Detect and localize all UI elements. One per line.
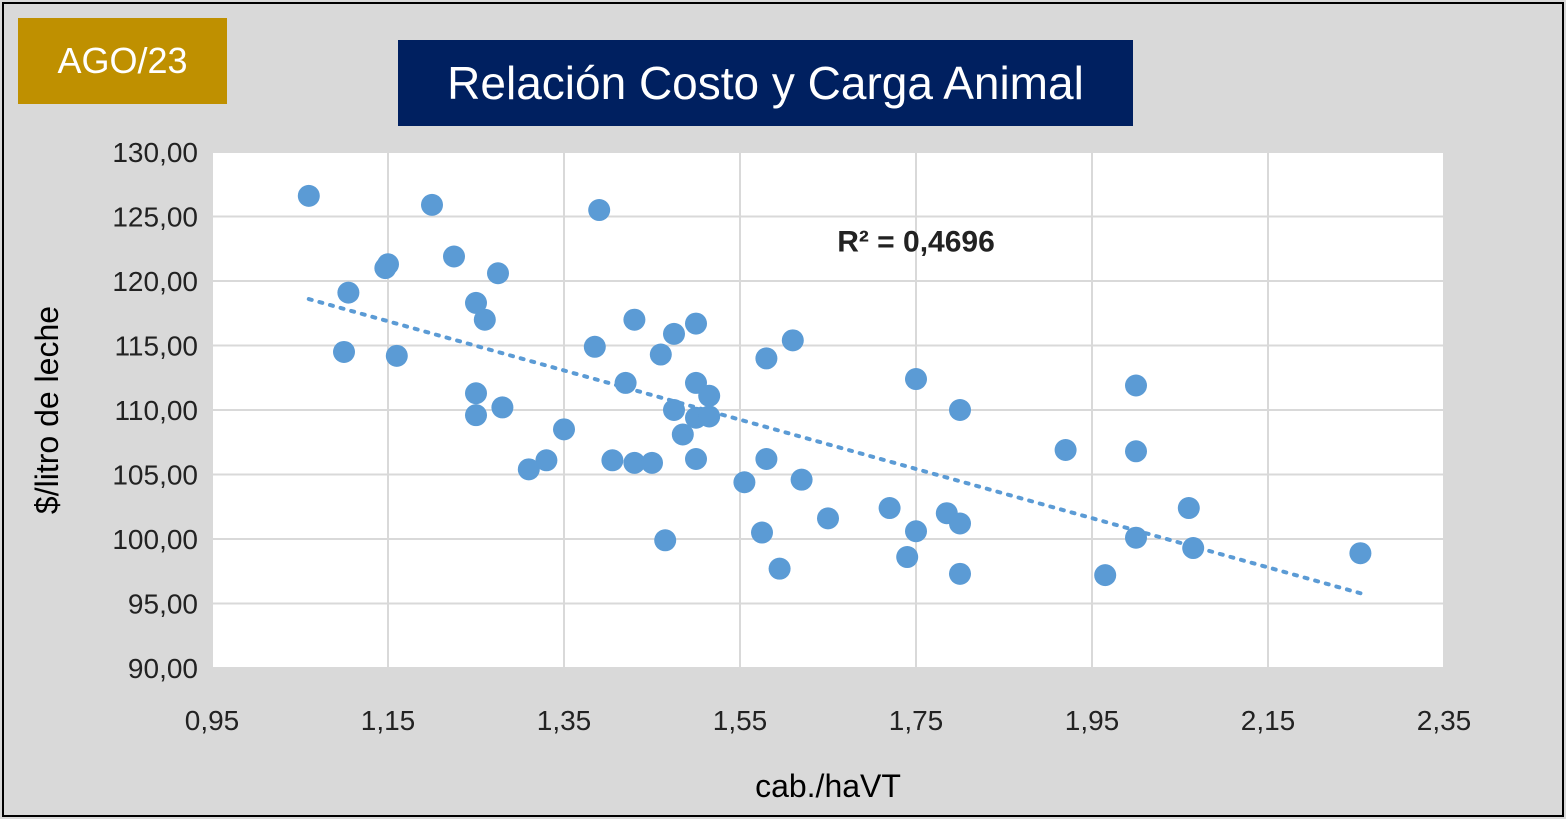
data-point (755, 448, 778, 471)
data-point (685, 448, 707, 471)
gridlines (211, 151, 1445, 669)
data-point (553, 418, 575, 441)
data-point (654, 529, 677, 552)
data-point (905, 368, 927, 391)
data-point (588, 199, 611, 222)
data-point (337, 281, 360, 304)
data-point (517, 458, 540, 481)
data-point (601, 449, 624, 472)
x-tick-label: 0,95 (185, 705, 240, 736)
data-point (465, 291, 487, 314)
data-point (623, 308, 646, 331)
data-point (535, 449, 558, 472)
data-point (649, 343, 672, 366)
data-point (1125, 440, 1147, 463)
data-point (896, 546, 919, 569)
period-badge-label: AGO/23 (57, 40, 188, 81)
x-tick-label: 1,35 (537, 705, 592, 736)
data-point (473, 308, 496, 331)
data-point (614, 371, 637, 394)
data-point (421, 193, 443, 216)
chart-title: Relación Costo y Carga Animal (447, 57, 1084, 109)
data-point (685, 312, 707, 335)
r-squared-label: R² = 0,4696 (837, 225, 995, 258)
data-point (487, 262, 509, 285)
data-point (333, 340, 355, 363)
y-tick-label: 105,00 (112, 460, 198, 491)
data-point (949, 399, 971, 421)
data-point (698, 384, 721, 407)
data-point (491, 396, 514, 419)
y-tick-label: 125,00 (112, 202, 198, 233)
data-point (297, 184, 320, 207)
x-tick-label: 2,15 (1241, 705, 1296, 736)
data-point (1349, 542, 1372, 565)
data-point (1182, 537, 1205, 560)
data-point (443, 245, 465, 268)
data-point (905, 520, 927, 543)
x-tick-label: 1,75 (889, 705, 944, 736)
x-axis-ticks: 0,95 1,15 1,35 1,55 1,75 1,95 2,15 2,35 (185, 705, 1472, 736)
data-point (790, 468, 813, 491)
data-point (663, 322, 685, 345)
data-point (374, 257, 397, 280)
data-point (671, 423, 694, 446)
y-tick-label: 110,00 (114, 395, 198, 426)
data-point (949, 562, 971, 585)
data-point (751, 521, 773, 544)
y-tick-label: 130,00 (112, 137, 198, 168)
x-axis-title: cab./haVT (755, 768, 901, 804)
y-tick-label: 115,00 (114, 331, 198, 362)
data-point (878, 497, 901, 520)
y-axis-ticks: 90,00 95,00 100,00 105,00 110,00 115,00 120,00… (112, 137, 198, 684)
data-point (949, 512, 971, 535)
x-tick-label: 1,55 (713, 705, 768, 736)
data-point (1177, 497, 1200, 520)
x-tick-label: 2,35 (1417, 705, 1472, 736)
data-point (781, 329, 804, 352)
data-point (1125, 374, 1147, 397)
data-point (698, 405, 721, 428)
y-tick-label: 120,00 (112, 266, 198, 297)
data-points (297, 184, 1372, 587)
data-point (623, 451, 646, 474)
data-point (385, 344, 408, 367)
x-tick-label: 1,95 (1065, 705, 1120, 736)
data-point (1054, 438, 1077, 461)
data-point (768, 557, 791, 580)
data-point (465, 404, 487, 427)
y-axis-title: $/litro de leche (29, 306, 65, 514)
y-tick-label: 95,00 (128, 589, 198, 620)
data-point (1094, 564, 1117, 587)
data-point (1125, 526, 1147, 549)
data-point (817, 507, 839, 530)
data-point (465, 382, 487, 405)
data-point (641, 451, 663, 474)
y-tick-label: 90,00 (128, 653, 198, 684)
data-point (733, 471, 756, 494)
x-tick-label: 1,15 (361, 705, 416, 736)
data-point (663, 399, 685, 421)
period-badge: AGO/23 (18, 18, 227, 104)
y-tick-label: 100,00 (112, 524, 198, 555)
chart-title-box: Relación Costo y Carga Animal (398, 40, 1133, 126)
data-point (583, 335, 606, 358)
data-point (755, 347, 778, 370)
